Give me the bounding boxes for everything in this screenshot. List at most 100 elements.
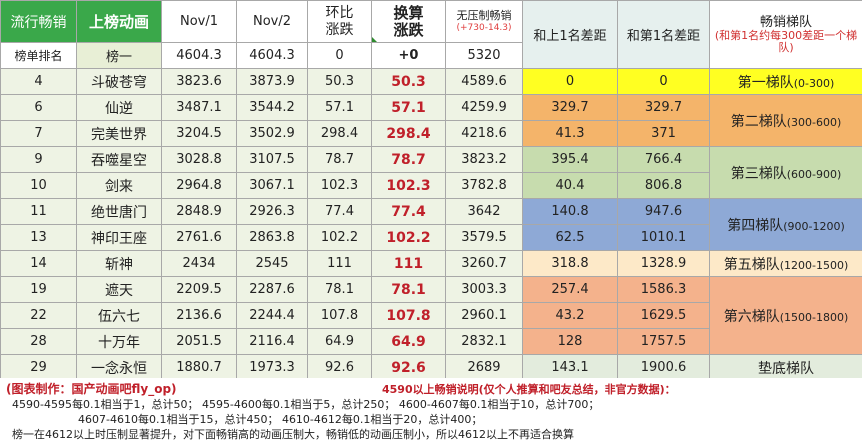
base-row: 榜单排名 榜一 4604.3 4604.3 0 +0 5320 [0, 42, 862, 69]
gap-prev-cell: 395.4 [522, 146, 618, 173]
ranking-table: 流行畅销 上榜动画 Nov/1 Nov/2 环比 涨跌 换算 涨跌 无压制畅销 … [0, 0, 862, 381]
tier-3-name: 第三梯队 [730, 165, 787, 182]
anime-name: 斩神 [76, 250, 162, 277]
tier-6-cell: 第六梯队(1500-1800) [709, 276, 862, 355]
anime-name: 十万年 [76, 328, 162, 355]
nov2-cell: 1973.3 [236, 354, 308, 381]
tier-1-name: 第一梯队 [737, 74, 794, 91]
uncapped-cell: 2832.1 [445, 328, 523, 355]
tier-5-range: (1200-1500) [779, 258, 849, 272]
header-uncapped: 无压制畅销 (+730-14.3) [445, 0, 523, 43]
nov2-cell: 3107.5 [236, 146, 308, 173]
nov1-cell: 3204.5 [161, 120, 237, 147]
header-anime: 上榜动画 [76, 0, 162, 43]
header-tier-sub: (和第1名约每300差距一个梯队) [714, 29, 858, 54]
tier-1-range: (0-300) [793, 76, 835, 90]
header-uncapped-sub: (+730-14.3) [456, 22, 512, 33]
notes-line-2: 4607-4610每0.1相当于15，总计450； 4610-4612每0.1相… [78, 413, 483, 426]
tier-5-cell: 第五梯队(1200-1500) [709, 250, 862, 277]
rank-cell: 19 [0, 276, 77, 303]
base-uncapped: 5320 [445, 42, 523, 69]
rank-cell: 7 [0, 120, 77, 147]
uncapped-cell: 3003.3 [445, 276, 523, 303]
gap-prev-cell: 318.8 [522, 250, 618, 277]
base-rank-label: 榜单排名 [0, 42, 77, 69]
gap-first-cell: 1629.5 [617, 302, 710, 329]
gap-first-cell: 0 [617, 68, 710, 95]
table-row: 10 剑来 2964.8 3067.1 102.3 102.3 3782.8 4… [0, 172, 862, 199]
tier-2-cell: 第二梯队(300-600) [709, 94, 862, 147]
header-uncapped-label: 无压制畅销 [456, 8, 512, 22]
tier-3-range: (600-900) [786, 167, 842, 181]
rank-cell: 9 [0, 146, 77, 173]
anime-name: 绝世唐门 [76, 198, 162, 225]
header-gap-first: 和第1名差距 [617, 0, 710, 69]
change-cell: 92.6 [307, 354, 372, 381]
tier-bottom-cell: 垫底梯队 [709, 354, 862, 381]
nov1-cell: 1880.7 [161, 354, 237, 381]
header-nov2: Nov/2 [236, 0, 308, 43]
nov2-cell: 3873.9 [236, 68, 308, 95]
nov1-cell: 2051.5 [161, 328, 237, 355]
gap-prev-cell: 257.4 [522, 276, 618, 303]
header-tier-label: 畅销梯队 [759, 15, 812, 30]
uncapped-cell: 2960.1 [445, 302, 523, 329]
change-cell: 111 [307, 250, 372, 277]
tier-1-cell: 第一梯队(0-300) [709, 68, 862, 95]
exchange-cell: 107.8 [371, 302, 446, 329]
rank-cell: 14 [0, 250, 77, 277]
uncapped-cell: 3782.8 [445, 172, 523, 199]
change-cell: 64.9 [307, 328, 372, 355]
change-cell: 102.2 [307, 224, 372, 251]
uncapped-cell: 3579.5 [445, 224, 523, 251]
rank-cell: 29 [0, 354, 77, 381]
nov1-cell: 2434 [161, 250, 237, 277]
change-cell: 78.7 [307, 146, 372, 173]
exchange-cell: 298.4 [371, 120, 446, 147]
table-row: 4 斗破苍穹 3823.6 3873.9 50.3 50.3 4589.6 0 … [0, 68, 862, 95]
rank-cell: 11 [0, 198, 77, 225]
anime-name: 遮天 [76, 276, 162, 303]
gap-prev-cell: 329.7 [522, 94, 618, 121]
anime-name: 仙逆 [76, 94, 162, 121]
nov1-cell: 2761.6 [161, 224, 237, 251]
base-nov1: 4604.3 [161, 42, 237, 69]
notes-panel: (图表制作：国产动画吧fly_op) 4590以上畅销说明(仅个人推算和吧友总结… [0, 378, 862, 445]
nov2-cell: 2116.4 [236, 328, 308, 355]
base-nov2: 4604.3 [236, 42, 308, 69]
header-row: 流行畅销 上榜动画 Nov/1 Nov/2 环比 涨跌 换算 涨跌 无压制畅销 … [0, 0, 862, 69]
nov2-cell: 2244.4 [236, 302, 308, 329]
tier-4-name: 第四梯队 [727, 217, 784, 234]
gap-prev-cell: 40.4 [522, 172, 618, 199]
change-cell: 57.1 [307, 94, 372, 121]
notes-title: 4590以上畅销说明(仅个人推算和吧友总结，非官方数据)： [382, 383, 676, 396]
change-cell: 107.8 [307, 302, 372, 329]
gap-first-cell: 947.6 [617, 198, 710, 225]
tier-2-name: 第二梯队 [730, 113, 787, 130]
change-cell: 78.1 [307, 276, 372, 303]
gap-first-cell: 1010.1 [617, 224, 710, 251]
nov1-cell: 2848.9 [161, 198, 237, 225]
uncapped-cell: 4589.6 [445, 68, 523, 95]
gap-first-cell: 371 [617, 120, 710, 147]
exchange-cell: 111 [371, 250, 446, 277]
exchange-cell: 102.3 [371, 172, 446, 199]
uncapped-cell: 3823.2 [445, 146, 523, 173]
gap-prev-cell: 41.3 [522, 120, 618, 147]
rank-cell: 28 [0, 328, 77, 355]
table-row: 22 伍六七 2136.6 2244.4 107.8 107.8 2960.1 … [0, 302, 862, 329]
exchange-cell: 77.4 [371, 198, 446, 225]
notes-line-1: 4590-4595每0.1相当于1，总计50； 4595-4600每0.1相当于… [12, 398, 600, 411]
gap-prev-cell: 43.2 [522, 302, 618, 329]
anime-name: 吞噬星空 [76, 146, 162, 173]
table-row: 6 仙逆 3487.1 3544.2 57.1 57.1 4259.9 329.… [0, 94, 862, 147]
anime-name: 完美世界 [76, 120, 162, 147]
exchange-cell: 78.7 [371, 146, 446, 173]
uncapped-cell: 4259.9 [445, 94, 523, 121]
tier-3-cell: 第三梯队(600-900) [709, 146, 862, 199]
gap-first-cell: 766.4 [617, 146, 710, 173]
header-change: 环比 涨跌 [307, 0, 372, 43]
uncapped-cell: 2689 [445, 354, 523, 381]
nov2-cell: 2863.8 [236, 224, 308, 251]
table-row: 29 一念永恒 1880.7 1973.3 92.6 92.6 2689 143… [0, 354, 862, 381]
